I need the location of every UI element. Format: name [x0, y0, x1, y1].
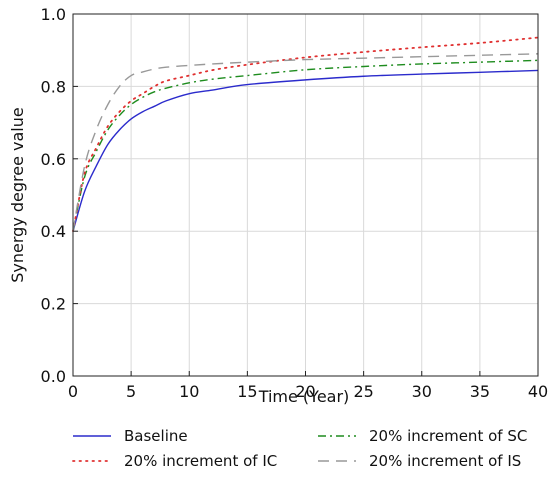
y-axis-label: Synergy degree value: [8, 107, 27, 282]
x-tick-label: 25: [353, 382, 373, 401]
legend-label-3: 20% increment of IS: [369, 452, 521, 470]
series-line-3: [72, 53, 539, 232]
ticks: 0 5 10 15 20 25 30 35 40 0.0 0.2 0.4 0.6 0.8 1.0: [41, 5, 549, 401]
x-tick-label: 5: [126, 382, 136, 401]
y-tick-label: 1.0: [41, 5, 66, 24]
legend-label-2: 20% increment of IC: [124, 452, 277, 470]
series-layer: [72, 36, 539, 233]
x-axis-label: Time (Year): [258, 387, 350, 406]
legend-label-1: 20% increment of SC: [369, 427, 527, 445]
y-tick-label: 0.0: [41, 367, 66, 386]
legend-label-0: Baseline: [124, 427, 188, 445]
y-tick-label: 0.4: [41, 222, 66, 241]
series-line-2: [72, 36, 539, 233]
series-line-0: [72, 69, 539, 232]
x-tick-label: 20: [295, 382, 315, 401]
y-tick-label: 0.8: [41, 77, 66, 96]
legend: Baseline 20% increment of SC 20% increment…: [72, 427, 527, 470]
x-tick-label: 30: [412, 382, 432, 401]
x-tick-label: 40: [528, 382, 548, 401]
x-tick-label: 0: [68, 382, 78, 401]
x-tick-label: 35: [470, 382, 490, 401]
y-tick-label: 0.6: [41, 150, 66, 169]
x-tick-label: 15: [237, 382, 257, 401]
series-line-1: [72, 59, 539, 232]
grid: [72, 13, 539, 377]
x-tick-label: 10: [179, 382, 199, 401]
y-tick-label: 0.2: [41, 295, 66, 314]
